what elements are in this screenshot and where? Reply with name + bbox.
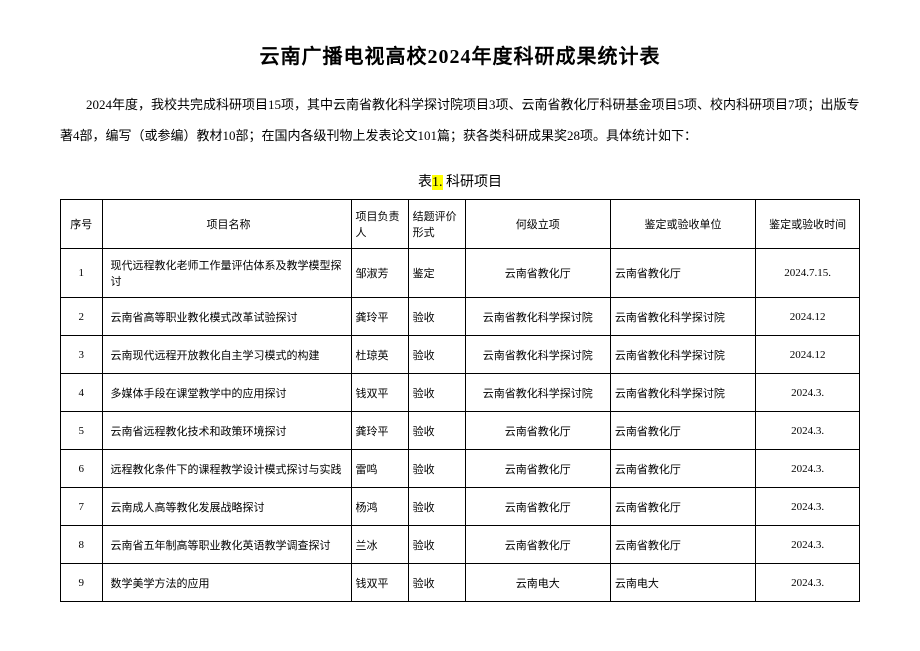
cell-person: 杜琼英 — [351, 336, 408, 374]
cell-eval: 验收 — [408, 526, 465, 564]
cell-seq: 4 — [61, 374, 103, 412]
col-header-eval: 结题评价形式 — [408, 200, 465, 249]
cell-date: 2024.3. — [756, 488, 860, 526]
cell-person: 兰冰 — [351, 526, 408, 564]
cell-eval: 验收 — [408, 412, 465, 450]
cell-unit: 云南省教化厅 — [610, 526, 755, 564]
cell-unit: 云南省教化厅 — [610, 412, 755, 450]
cell-person: 钱双平 — [351, 374, 408, 412]
cell-name: 云南省高等职业教化模式改革试验探讨 — [102, 298, 351, 336]
cell-level: 云南省教化厅 — [465, 412, 610, 450]
cell-date: 2024.12 — [756, 298, 860, 336]
cell-seq: 3 — [61, 336, 103, 374]
cell-person: 龚玲平 — [351, 298, 408, 336]
cell-eval: 鉴定 — [408, 249, 465, 298]
cell-eval: 验收 — [408, 298, 465, 336]
cell-unit: 云南省教化科学探讨院 — [610, 336, 755, 374]
cell-unit: 云南省教化厅 — [610, 249, 755, 298]
cell-name: 云南成人高等教化发展战略探讨 — [102, 488, 351, 526]
cell-level: 云南省教化科学探讨院 — [465, 298, 610, 336]
cell-date: 2024.3. — [756, 564, 860, 602]
cell-name: 远程教化条件下的课程教学设计模式探讨与实践 — [102, 450, 351, 488]
cell-level: 云南省教化科学探讨院 — [465, 374, 610, 412]
cell-seq: 2 — [61, 298, 103, 336]
cell-name: 云南现代远程开放教化自主学习模式的构建 — [102, 336, 351, 374]
table-caption: 表1. 科研项目 — [60, 171, 860, 191]
cell-person: 雷鸣 — [351, 450, 408, 488]
cell-unit: 云南省教化厅 — [610, 450, 755, 488]
cell-unit: 云南省教化科学探讨院 — [610, 374, 755, 412]
cell-person: 龚玲平 — [351, 412, 408, 450]
cell-date: 2024.3. — [756, 450, 860, 488]
cell-name: 云南省五年制高等职业教化英语教学调查探讨 — [102, 526, 351, 564]
cell-seq: 5 — [61, 412, 103, 450]
cell-unit: 云南省教化厅 — [610, 488, 755, 526]
cell-seq: 8 — [61, 526, 103, 564]
cell-person: 杨鸿 — [351, 488, 408, 526]
cell-date: 2024.12 — [756, 336, 860, 374]
cell-level: 云南省教化厅 — [465, 488, 610, 526]
intro-text: 2024年度，我校共完成科研项目15项，其中云南省教化科学探讨院项目3项、云南省… — [60, 89, 860, 151]
table-header-row: 序号 项目名称 项目负责人 结题评价形式 何级立项 鉴定或验收单位 鉴定或验收时… — [61, 200, 860, 249]
cell-level: 云南省教化厅 — [465, 450, 610, 488]
cell-seq: 7 — [61, 488, 103, 526]
table-body: 1现代远程教化老师工作量评估体系及教学模型探讨邹淑芳鉴定云南省教化厅云南省教化厅… — [61, 249, 860, 602]
research-table: 序号 项目名称 项目负责人 结题评价形式 何级立项 鉴定或验收单位 鉴定或验收时… — [60, 199, 860, 602]
cell-eval: 验收 — [408, 450, 465, 488]
cell-unit: 云南省教化科学探讨院 — [610, 298, 755, 336]
table-row: 6远程教化条件下的课程教学设计模式探讨与实践雷鸣验收云南省教化厅云南省教化厅20… — [61, 450, 860, 488]
table-row: 5云南省远程教化技术和政策环境探讨龚玲平验收云南省教化厅云南省教化厅2024.3… — [61, 412, 860, 450]
table-row: 3云南现代远程开放教化自主学习模式的构建杜琼英验收云南省教化科学探讨院云南省教化… — [61, 336, 860, 374]
cell-seq: 1 — [61, 249, 103, 298]
cell-level: 云南省教化厅 — [465, 526, 610, 564]
table-row: 4多媒体手段在课堂教学中的应用探讨钱双平验收云南省教化科学探讨院云南省教化科学探… — [61, 374, 860, 412]
cell-level: 云南省教化科学探讨院 — [465, 336, 610, 374]
col-header-unit: 鉴定或验收单位 — [610, 200, 755, 249]
page-title: 云南广播电视高校2024年度科研成果统计表 — [60, 40, 860, 69]
cell-unit: 云南电大 — [610, 564, 755, 602]
caption-highlight: 1. — [432, 175, 443, 190]
cell-eval: 验收 — [408, 564, 465, 602]
cell-seq: 9 — [61, 564, 103, 602]
cell-eval: 验收 — [408, 336, 465, 374]
table-row: 9数学美学方法的应用钱双平验收云南电大云南电大2024.3. — [61, 564, 860, 602]
cell-name: 多媒体手段在课堂教学中的应用探讨 — [102, 374, 351, 412]
cell-name: 现代远程教化老师工作量评估体系及教学模型探讨 — [102, 249, 351, 298]
cell-date: 2024.3. — [756, 374, 860, 412]
cell-person: 邹淑芳 — [351, 249, 408, 298]
table-row: 1现代远程教化老师工作量评估体系及教学模型探讨邹淑芳鉴定云南省教化厅云南省教化厅… — [61, 249, 860, 298]
cell-level: 云南省教化厅 — [465, 249, 610, 298]
cell-eval: 验收 — [408, 488, 465, 526]
table-row: 7云南成人高等教化发展战略探讨杨鸿验收云南省教化厅云南省教化厅2024.3. — [61, 488, 860, 526]
col-header-level: 何级立项 — [465, 200, 610, 249]
cell-date: 2024.7.15. — [756, 249, 860, 298]
caption-suffix: 科研项目 — [443, 175, 503, 190]
col-header-seq: 序号 — [61, 200, 103, 249]
col-header-name: 项目名称 — [102, 200, 351, 249]
cell-date: 2024.3. — [756, 526, 860, 564]
col-header-person: 项目负责人 — [351, 200, 408, 249]
cell-name: 云南省远程教化技术和政策环境探讨 — [102, 412, 351, 450]
cell-level: 云南电大 — [465, 564, 610, 602]
cell-eval: 验收 — [408, 374, 465, 412]
caption-prefix: 表 — [418, 175, 432, 190]
table-row: 8云南省五年制高等职业教化英语教学调查探讨兰冰验收云南省教化厅云南省教化厅202… — [61, 526, 860, 564]
table-row: 2云南省高等职业教化模式改革试验探讨龚玲平验收云南省教化科学探讨院云南省教化科学… — [61, 298, 860, 336]
cell-seq: 6 — [61, 450, 103, 488]
cell-date: 2024.3. — [756, 412, 860, 450]
col-header-date: 鉴定或验收时间 — [756, 200, 860, 249]
cell-name: 数学美学方法的应用 — [102, 564, 351, 602]
cell-person: 钱双平 — [351, 564, 408, 602]
